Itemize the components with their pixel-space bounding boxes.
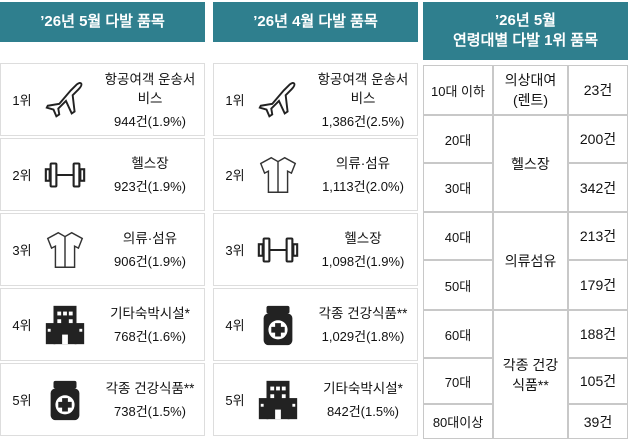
panel-title: ’26년 5월 다발 품목	[0, 2, 205, 42]
item-text: 헬스장 923건(1.9%)	[95, 144, 205, 205]
item-count: 1,098건(1.9%)	[321, 254, 405, 269]
item-name: 각종 건강식품**	[318, 306, 408, 321]
rank: 3위	[225, 243, 245, 258]
item-name: 헬스장	[344, 231, 382, 246]
icon-plane	[255, 77, 301, 123]
count-cell: 39건	[568, 404, 628, 439]
icon-shirt	[255, 152, 301, 198]
age-cell: 60대	[423, 310, 493, 358]
rank-row	[0, 138, 205, 211]
item-name: 의류·섬유	[122, 231, 178, 246]
item-text: 의류·섬유 906건(1.9%)	[95, 219, 205, 280]
icon-dumbbell	[42, 152, 88, 198]
item-text: 의류·섬유 1,113건(2.0%)	[308, 144, 418, 205]
item-count: 738건(1.5%)	[114, 404, 186, 419]
rank: 5위	[225, 393, 245, 408]
item-name: 기타숙박시설*	[110, 306, 190, 321]
count-cell: 342건	[568, 163, 628, 212]
item-count: 1,113건(2.0%)	[322, 179, 404, 194]
rank: 1위	[225, 93, 245, 108]
item-name: 기타숙박시설*	[323, 381, 403, 396]
rank: 4위	[12, 318, 32, 333]
icon-shirt	[42, 227, 88, 273]
panel-title: ’26년 4월 다발 품목	[213, 2, 418, 42]
icon-pills	[255, 302, 301, 348]
count-cell: 188건	[568, 310, 628, 358]
rank-row	[213, 213, 418, 286]
age-cell: 10대 이하	[423, 65, 493, 115]
rank: 4위	[225, 318, 245, 333]
item-count: 923건(1.9%)	[114, 179, 186, 194]
rank: 3위	[12, 243, 32, 258]
rank-row	[0, 288, 205, 361]
rank-row	[0, 213, 205, 286]
item-cell: 각종 건강식품**	[493, 310, 568, 439]
rank-row	[0, 363, 205, 436]
item-name: 각종 건강식품**	[105, 381, 195, 396]
count-cell: 200건	[568, 115, 628, 163]
icon-building	[255, 377, 301, 423]
item-count: 1,029건(1.8%)	[321, 329, 405, 344]
icon-dumbbell	[255, 227, 301, 273]
rank: 2위	[225, 168, 245, 183]
rank-row	[213, 138, 418, 211]
item-text: 각종 건강식품** 738건(1.5%)	[95, 369, 205, 430]
item-cell: 헬스장	[493, 115, 568, 212]
count-cell: 213건	[568, 212, 628, 260]
item-count: 768건(1.6%)	[114, 329, 186, 344]
item-text: 각종 건강식품** 1,029건(1.8%)	[308, 294, 418, 355]
item-text: 기타숙박시설* 768건(1.6%)	[95, 294, 205, 355]
count-cell: 23건	[568, 65, 628, 115]
item-cell: 의상대여(렌트)	[493, 65, 568, 115]
rank-row	[213, 288, 418, 361]
rank-row	[0, 63, 205, 136]
rank-row	[213, 63, 418, 136]
item-name: 항공여객 운송서비스	[104, 71, 196, 106]
age-cell: 70대	[423, 358, 493, 404]
count-cell: 105건	[568, 358, 628, 404]
rank-row	[213, 363, 418, 436]
item-count: 906건(1.9%)	[114, 254, 186, 269]
item-count: 1,386건(2.5%)	[321, 113, 405, 129]
icon-plane	[42, 77, 88, 123]
icon-building	[42, 302, 88, 348]
item-cell: 의류섬유	[493, 212, 568, 310]
item-text: 헬스장 1,098건(1.9%)	[308, 219, 418, 280]
age-cell: 30대	[423, 163, 493, 212]
rank: 1위	[12, 93, 32, 108]
age-cell: 80대이상	[423, 404, 493, 439]
item-count: 944건(1.9%)	[114, 113, 186, 129]
age-cell: 40대	[423, 212, 493, 260]
item-text: 항공여객 운송서비스 944건(1.9%)	[95, 69, 205, 130]
item-text: 항공여객 운송서비스 1,386건(2.5%)	[308, 69, 418, 130]
age-cell: 50대	[423, 260, 493, 310]
item-name: 헬스장	[131, 156, 169, 171]
age-title-line: ’26년 5월	[495, 12, 556, 29]
item-name: 의류·섬유	[335, 156, 391, 171]
rank: 2위	[12, 168, 32, 183]
icon-pills	[42, 377, 88, 423]
rank: 5위	[12, 393, 32, 408]
item-name: 항공여객 운송서비스	[317, 71, 409, 106]
age-title-line: 연령대별 다발 1위 품목	[452, 32, 599, 49]
count-cell: 179건	[568, 260, 628, 310]
item-text: 기타숙박시설* 842건(1.5%)	[308, 369, 418, 430]
age-cell: 20대	[423, 115, 493, 163]
item-count: 842건(1.5%)	[327, 404, 399, 419]
